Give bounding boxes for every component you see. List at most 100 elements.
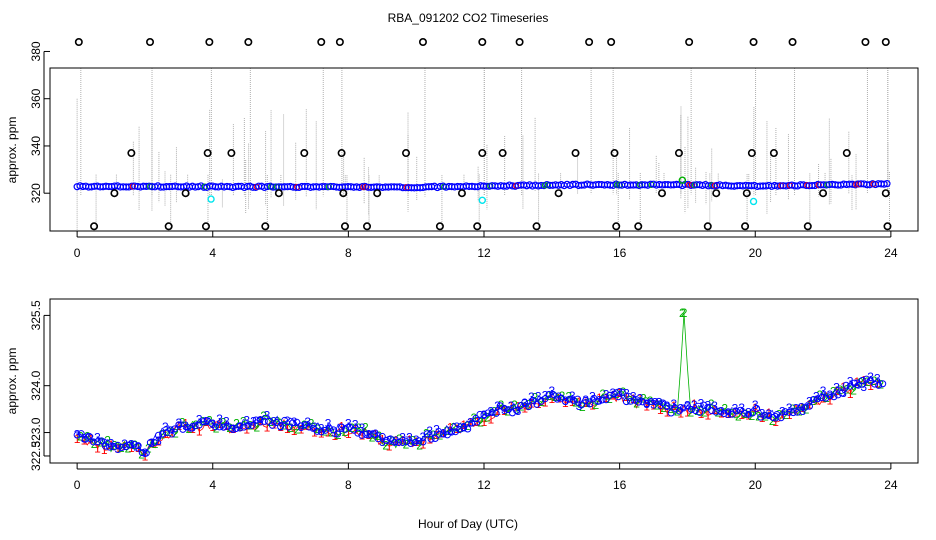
- data-point: [826, 392, 834, 400]
- series-marker-2: 2: [91, 437, 98, 451]
- data-point: [781, 408, 789, 416]
- series-marker-2: 2: [287, 421, 294, 435]
- top-y-axis-label: approx. ppm: [5, 117, 19, 184]
- data-point: [793, 408, 801, 416]
- series-marker-3: 3: [155, 434, 162, 448]
- data-point: [390, 438, 398, 446]
- data-point: [663, 402, 671, 410]
- series-marker-1: 1: [399, 433, 406, 447]
- series-marker-3: 3: [582, 393, 589, 407]
- data-point: [810, 395, 818, 403]
- series-marker-1: 1: [698, 407, 705, 421]
- series-marker-1: 1: [603, 391, 610, 405]
- series-marker-2: 2: [362, 421, 369, 435]
- baseline-point: [880, 180, 888, 188]
- data-point: [488, 408, 496, 416]
- series-marker-3: 3: [671, 397, 678, 411]
- series-marker-3: 3: [806, 394, 813, 408]
- series-marker-1: 1: [298, 423, 305, 437]
- data-point: [862, 375, 870, 383]
- series-marker-3: 3: [223, 415, 230, 429]
- series-marker-3: 3: [433, 422, 440, 436]
- outlier-point-low: [473, 222, 482, 231]
- series-marker-2: 2: [674, 404, 681, 418]
- data-point: [366, 430, 374, 438]
- series-marker-3: 3: [793, 401, 800, 415]
- data-point: [464, 425, 472, 433]
- series-marker-1: 1: [372, 428, 379, 442]
- outlier-point-mid: [227, 149, 236, 158]
- series-marker-1: 1: [542, 395, 549, 409]
- series-marker-1: 1: [176, 419, 183, 433]
- series-marker-3: 3: [610, 386, 617, 400]
- outlier-point-near: [457, 189, 466, 198]
- data-point: [370, 430, 378, 438]
- series-marker-3: 3: [345, 417, 352, 431]
- series-marker-3: 3: [664, 399, 671, 413]
- series-marker-3: 3: [74, 427, 81, 441]
- top-x-tick-label: 0: [74, 246, 81, 260]
- x-axis-label: Hour of Day (UTC): [418, 517, 518, 531]
- series-marker-3: 3: [454, 420, 461, 434]
- data-point: [146, 439, 154, 447]
- data-point: [683, 402, 691, 410]
- spike-marker: 2: [679, 306, 686, 320]
- series-marker-3: 3: [521, 396, 528, 410]
- data-point: [834, 391, 842, 399]
- flagged-point: [207, 195, 215, 203]
- data-point: [801, 403, 809, 411]
- bottom-y-axis-label: approx. ppm: [5, 348, 19, 415]
- series-marker-3: 3: [508, 399, 515, 413]
- outlier-point-mid: [747, 149, 756, 158]
- data-point: [252, 416, 260, 424]
- data-point: [447, 428, 455, 436]
- series-marker-3: 3: [833, 380, 840, 394]
- data-point: [651, 397, 659, 405]
- outlier-point-high: [861, 38, 870, 47]
- bottom-y-tick-label: 325.5: [29, 300, 43, 330]
- data-point: [679, 404, 687, 412]
- series-marker-3: 3: [298, 420, 305, 434]
- top-x-tick-label: 16: [613, 246, 627, 260]
- data-point: [114, 441, 122, 449]
- series-marker-3: 3: [799, 404, 806, 418]
- data-point: [842, 381, 850, 389]
- series-marker-3: 3: [135, 441, 142, 455]
- series-marker-3: 3: [257, 415, 264, 429]
- outlier-point-mid: [478, 149, 487, 158]
- series-marker-3: 3: [420, 430, 427, 444]
- series-marker-1: 1: [684, 406, 691, 420]
- series-marker-2: 2: [172, 426, 179, 440]
- data-point: [122, 443, 130, 451]
- data-point: [814, 395, 822, 403]
- data-point: [740, 409, 748, 417]
- series-marker-1: 1: [142, 450, 149, 464]
- outlier-point-low: [90, 222, 99, 231]
- series-marker-3: 3: [426, 424, 433, 438]
- outlier-point-mid: [674, 149, 683, 158]
- data-point: [500, 404, 508, 412]
- series-marker-2: 2: [416, 438, 423, 452]
- series-marker-1: 1: [426, 432, 433, 446]
- series-marker-1: 1: [745, 409, 752, 423]
- bottom-x-tick-label: 20: [749, 478, 763, 492]
- series-marker-1: 1: [765, 406, 772, 420]
- data-point: [175, 421, 183, 429]
- series-marker-2: 2: [274, 414, 281, 428]
- outlier-point-near: [274, 189, 283, 198]
- outlier-point-near: [339, 189, 348, 198]
- outlier-point-high: [585, 38, 594, 47]
- series-marker-1: 1: [664, 406, 671, 420]
- outlier-point-high: [788, 38, 797, 47]
- series-marker-1: 1: [657, 403, 664, 417]
- data-point: [378, 432, 386, 440]
- series-marker-2: 2: [443, 424, 450, 438]
- data-point: [667, 409, 675, 417]
- outlier-point-high: [881, 38, 890, 47]
- series-marker-2: 2: [335, 428, 342, 442]
- flagged-point: [749, 197, 758, 206]
- flagged-point: [678, 176, 687, 184]
- data-point: [720, 410, 728, 418]
- outlier-point-low: [201, 222, 210, 231]
- outlier-point-low: [340, 222, 349, 231]
